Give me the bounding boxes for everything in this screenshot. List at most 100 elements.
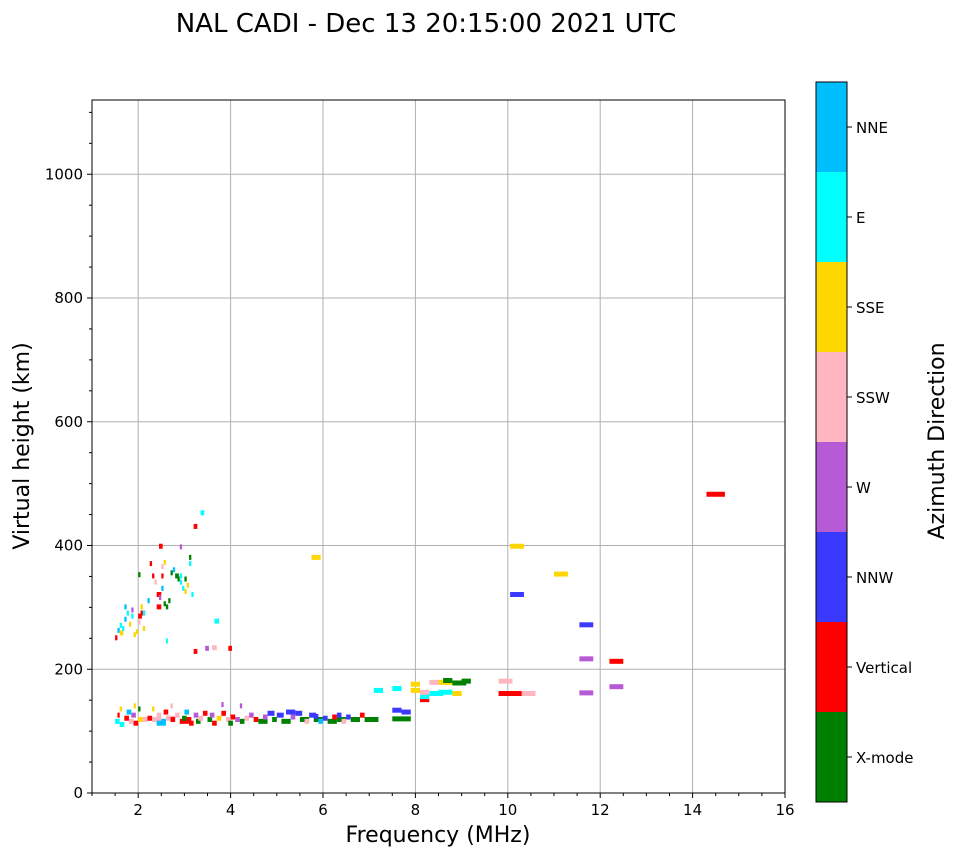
data-point-vertical: [221, 710, 226, 716]
data-point-x-mode: [165, 604, 169, 610]
data-point-x-mode: [364, 716, 374, 722]
colorbar-tick-label: NNW: [856, 569, 893, 587]
data-point-nnw: [579, 622, 594, 628]
data-point-ssw: [128, 718, 134, 724]
x-axis-ticks: 2 4 6 8 10 12 14 16: [91, 793, 795, 819]
chart-title: NAL CADI - Dec 13 20:15:00 2021 UTC: [176, 9, 676, 39]
data-point-ssw: [142, 716, 148, 722]
data-point-sse: [510, 543, 524, 549]
colorbar-tick-label: Vertical: [856, 659, 912, 677]
data-point-sse: [142, 626, 146, 632]
data-point-x-mode: [336, 716, 347, 722]
y-tick-label: 0: [73, 784, 83, 802]
colorbar-swatch-e: [816, 172, 847, 262]
data-point-ssw: [498, 678, 513, 684]
data-point-x-mode: [138, 706, 141, 712]
data-point-e: [119, 622, 123, 628]
data-point-e: [373, 687, 384, 693]
colorbar-label: Azimuth Direction: [925, 342, 950, 539]
x-tick-label: 16: [775, 801, 794, 819]
data-point-vertical: [163, 709, 169, 715]
colorbar-frame: [815, 81, 848, 803]
data-point-e: [179, 579, 183, 585]
data-point-ssw: [420, 689, 430, 695]
data-point-e: [420, 694, 430, 700]
data-point-vertical: [124, 715, 129, 721]
data-point-nne: [126, 709, 132, 715]
data-point-nne: [161, 585, 164, 591]
data-point-vertical: [253, 716, 259, 722]
data-point-sse: [128, 621, 132, 627]
data-point-x-mode: [184, 576, 187, 582]
data-point-w: [193, 712, 199, 718]
data-point-w: [131, 712, 136, 718]
data-point-vertical: [359, 712, 365, 718]
x-tick-label: 6: [318, 801, 328, 819]
data-point-vertical: [706, 491, 725, 497]
x-tick-label: 8: [411, 801, 421, 819]
y-tick-label: 200: [54, 660, 83, 678]
data-point-vertical: [186, 716, 192, 722]
data-point-w: [158, 595, 162, 601]
grid-lines: [92, 100, 786, 793]
data-point-nnw: [510, 592, 524, 597]
y-axis-ticks: 0 200 400 600 800 1000: [45, 111, 92, 802]
data-point-sse: [138, 716, 143, 722]
data-points: [115, 491, 725, 727]
data-point-ssw: [304, 718, 310, 724]
data-point-e: [122, 626, 125, 632]
colorbar-tick-label: SSW: [856, 389, 890, 407]
data-point-w: [249, 712, 254, 718]
data-point-vertical: [158, 543, 163, 549]
colorbar-tick-label: NNE: [856, 119, 888, 137]
data-point-e: [142, 610, 146, 616]
data-point-x-mode: [327, 718, 337, 724]
data-point-nne: [124, 616, 127, 622]
data-point-x-mode: [182, 715, 187, 721]
data-point-vertical: [138, 613, 142, 619]
data-point-sse: [186, 582, 190, 588]
plot-frame: [91, 99, 786, 794]
data-point-nne: [117, 627, 120, 633]
data-point-w: [579, 690, 594, 696]
colorbar-swatch-x-mode: [816, 712, 847, 802]
data-point-ssw: [154, 579, 157, 585]
data-point-sse: [311, 554, 321, 560]
data-point-w: [235, 716, 240, 722]
colorbar-tick-label: X-mode: [856, 749, 913, 767]
data-point-vertical: [152, 573, 155, 579]
data-point-e: [182, 585, 185, 591]
data-point-nnw: [295, 710, 303, 716]
data-point-vertical: [161, 573, 164, 579]
data-point-sse: [119, 630, 124, 636]
data-point-x-mode: [175, 573, 179, 579]
y-tick-label: 800: [54, 289, 83, 307]
data-point-e: [429, 691, 444, 696]
data-point-nnw: [401, 709, 411, 715]
colorbar-tick-label: E: [856, 209, 865, 227]
data-point-e: [438, 689, 453, 695]
data-point-x-mode: [392, 716, 411, 722]
data-point-vertical: [332, 714, 337, 720]
data-point-vertical: [609, 658, 624, 664]
data-point-e: [115, 718, 120, 724]
data-point-x-mode: [177, 576, 180, 582]
data-point-x-mode: [350, 716, 360, 722]
data-point-ssw: [244, 715, 250, 721]
data-point-w: [262, 714, 268, 720]
data-point-nnw: [346, 714, 351, 720]
x-tick-label: 4: [226, 801, 236, 819]
data-point-x-mode: [168, 598, 171, 604]
data-point-ssw: [138, 619, 141, 625]
data-point-vertical: [228, 645, 232, 651]
data-point-x-mode: [452, 680, 467, 686]
data-point-ssw: [225, 716, 231, 722]
data-point-nnw: [336, 712, 342, 718]
data-point-ssw: [156, 712, 162, 718]
data-point-sse: [133, 703, 136, 709]
data-point-vertical: [140, 610, 146, 616]
data-point-nne: [172, 567, 176, 573]
data-point-ssw: [341, 718, 347, 724]
data-point-vertical: [189, 720, 194, 726]
data-point-x-mode: [138, 572, 141, 578]
